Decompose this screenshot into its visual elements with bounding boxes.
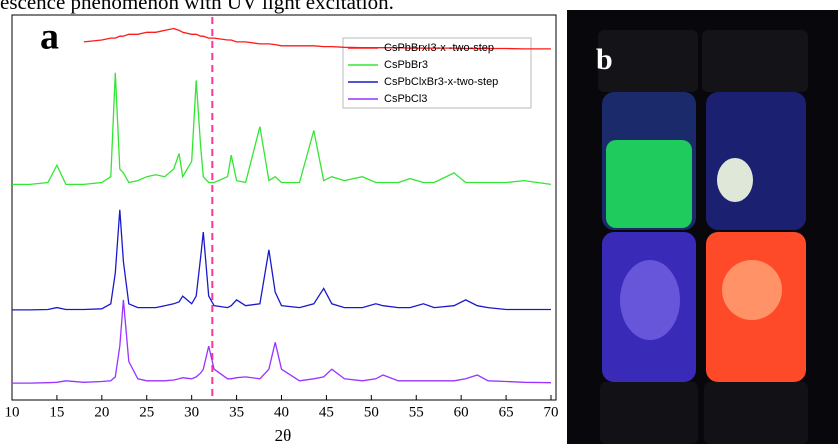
caption-fragment: escence phenomenon with UV light excitat… — [0, 0, 394, 14]
photo: b — [567, 10, 838, 444]
glow-white — [717, 158, 753, 202]
x-tick-label: 60 — [454, 404, 469, 420]
cap — [600, 382, 698, 444]
x-tick-label: 65 — [499, 404, 514, 420]
x-tick-label: 55 — [409, 404, 424, 420]
x-axis-label: 2θ — [275, 426, 292, 444]
cap — [702, 30, 808, 92]
vial — [706, 92, 806, 230]
panel-label: b — [596, 43, 613, 76]
glow-green — [606, 140, 692, 228]
x-tick-label: 40 — [274, 404, 289, 420]
series-line — [12, 299, 552, 384]
cap — [704, 382, 808, 444]
legend — [342, 37, 532, 109]
x-tick-label: 25 — [139, 404, 154, 420]
glow-orange — [722, 260, 782, 320]
cap — [598, 30, 698, 92]
x-tick-label: 10 — [5, 404, 20, 420]
series-line — [12, 72, 552, 186]
legend-label: CsPbBrxI3-x -two-step — [384, 42, 494, 54]
x-tick-label: 15 — [49, 404, 64, 420]
series-line — [83, 27, 551, 50]
legend-label: CsPbClxBr3-x-two-step — [384, 76, 498, 88]
glow-violet — [620, 260, 680, 340]
panel-label: a — [40, 16, 59, 58]
x-tick-label: 70 — [544, 404, 559, 420]
series-line — [12, 209, 551, 311]
label-bg — [16, 18, 86, 73]
x-tick-label: 50 — [364, 404, 379, 420]
legend-label: CsPbCl3 — [384, 93, 427, 105]
legend-label: CsPbBr3 — [384, 59, 428, 71]
x-tick-label: 35 — [229, 404, 244, 420]
plot-frame — [11, 14, 557, 401]
x-tick-label: 20 — [94, 404, 109, 420]
x-tick-label: 45 — [319, 404, 334, 420]
x-tick-label: 30 — [184, 404, 199, 420]
